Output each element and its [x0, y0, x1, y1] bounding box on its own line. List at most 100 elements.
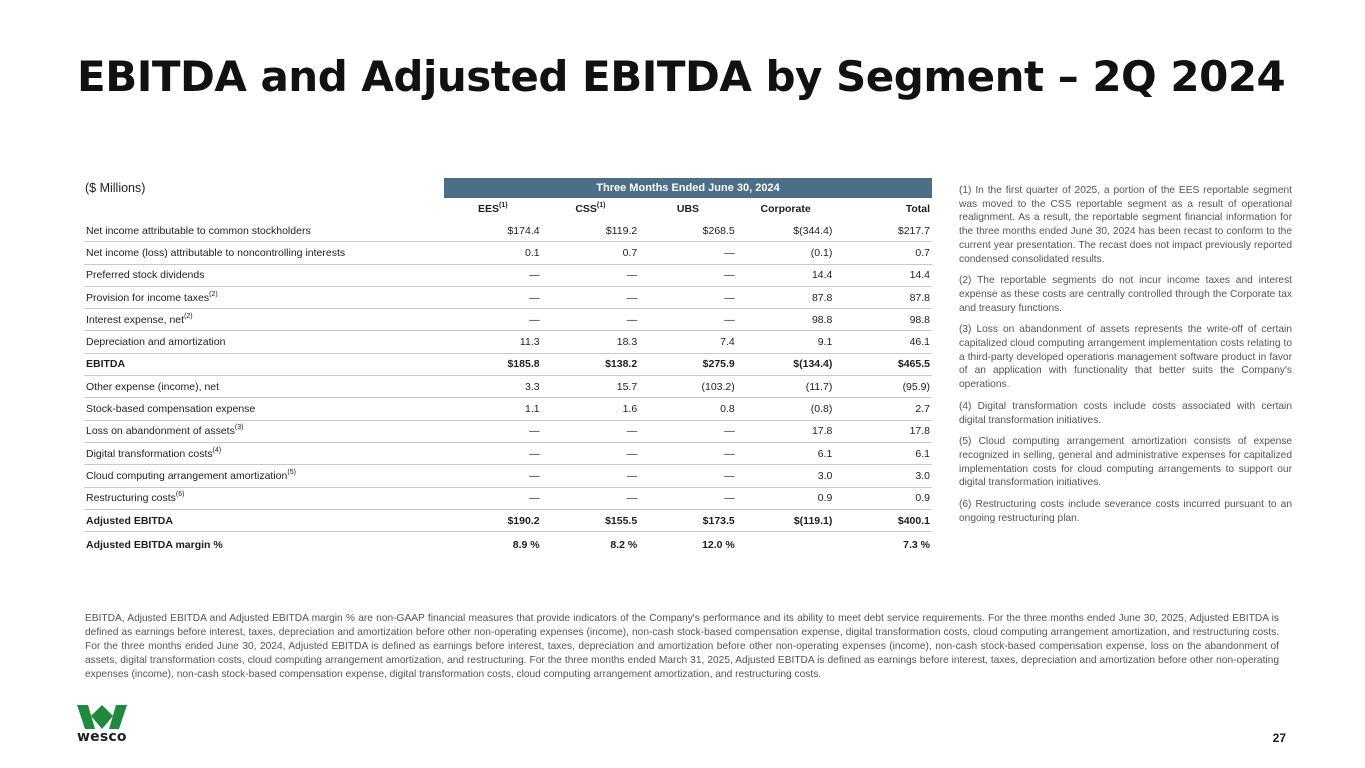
- row-label: Stock-based compensation expense: [86, 403, 256, 416]
- table-row: Stock-based compensation expense 1.1 1.6 0.…: [84, 397, 932, 421]
- table-row: Interest expense, net(2) — — —98.8 98.8: [84, 308, 932, 332]
- row-label: Depreciation and amortization: [86, 336, 226, 349]
- value-cell: $465.5: [834, 352, 932, 377]
- value-cell: 8.2 %: [610, 539, 638, 552]
- units-label-cell: ($ Millions): [84, 178, 444, 198]
- row-label: Adjusted EBITDA: [86, 514, 173, 527]
- value-cell: —: [541, 308, 640, 332]
- logo-mark-right-wing: [109, 705, 127, 729]
- value-cell: 0.1: [444, 241, 542, 265]
- value-cell: [737, 532, 835, 559]
- table-row: Depreciation and amortization 11.3 18.3 7.4…: [84, 330, 932, 354]
- value-cell: —: [444, 420, 542, 443]
- value-cell: 0.7: [834, 241, 932, 265]
- ebitda-table-container: ($ Millions) Three Months Ended June 30,…: [84, 178, 932, 558]
- value-cell: —: [639, 442, 737, 466]
- value-cell: 0.7: [541, 241, 640, 265]
- row-label: Digital transformation costs: [86, 447, 213, 460]
- value-cell: —: [444, 264, 542, 287]
- value-cell: —: [639, 286, 737, 310]
- value-cell: 6.1: [834, 442, 932, 466]
- value-cell: (95.9): [834, 375, 932, 399]
- value-cell: —: [541, 264, 640, 287]
- value-cell: 87.8: [834, 286, 932, 310]
- period-header: Three Months Ended June 30, 2024: [444, 178, 932, 198]
- row-label: Net income attributable to common stockh…: [86, 224, 311, 237]
- non-gaap-footnote: EBITDA, Adjusted EBITDA and Adjusted EBI…: [85, 613, 1279, 681]
- value-cell: —: [541, 420, 640, 443]
- value-cell: $268.5: [639, 220, 737, 243]
- column-header-footnote-ref: (1): [596, 202, 606, 209]
- table-row: Net income attributable to common stockh…: [84, 220, 932, 243]
- value-cell: 1.1: [444, 397, 542, 421]
- row-label-cell: Preferred stock dividends: [84, 264, 444, 287]
- value-cell: 0.9: [834, 487, 932, 510]
- value-cell: —: [541, 464, 640, 488]
- row-footnote-ref: (3): [234, 424, 244, 432]
- value-cell: 8.9 %: [512, 539, 540, 552]
- column-header-label: UBS: [676, 203, 700, 215]
- value-cell: 1.6: [541, 397, 640, 421]
- value-cell: —: [639, 487, 737, 510]
- value-cell: 6.1: [736, 442, 835, 466]
- value-cell: $275.9: [639, 352, 737, 377]
- value-cell: $185.8: [444, 352, 542, 377]
- value-cell: —: [639, 464, 737, 488]
- row-footnote-ref: (6): [175, 491, 185, 499]
- column-header-label: Corporate: [760, 203, 811, 215]
- row-label: Interest expense, net: [86, 313, 185, 326]
- value-cell: (0.8): [736, 397, 835, 421]
- table-row: Net income (loss) attributable to noncon…: [84, 241, 932, 265]
- row-label-cell: Digital transformation costs(4): [84, 442, 444, 466]
- footnote-item: (6) Restructuring costs include severanc…: [959, 499, 1292, 524]
- row-label: Other expense (income), net: [86, 380, 220, 393]
- row-label-cell: Net income attributable to common stockh…: [84, 220, 444, 243]
- value-cell: —: [444, 308, 542, 332]
- value-cell: 3.3: [444, 375, 542, 399]
- row-label-cell: Adjusted EBITDA margin %: [84, 532, 444, 559]
- row-label: Loss on abandonment of assets: [86, 425, 235, 438]
- value-cell: 3.0: [736, 464, 835, 488]
- column-header: CSS(1): [542, 198, 640, 220]
- row-footnote-ref: (4): [212, 446, 222, 454]
- value-cell: $(134.4): [736, 352, 835, 377]
- table-row: Provision for income taxes(2) — — —87.8 87.8: [84, 286, 932, 310]
- value-cell: 0.9: [736, 487, 835, 510]
- value-cell: —: [639, 420, 737, 443]
- table-row: Adjusted EBITDA margin % 8.9 % 8.2 % 12.0 %…: [84, 532, 932, 559]
- column-header-footnote-ref: (1): [499, 202, 508, 209]
- column-header-label: EES: [478, 203, 500, 215]
- table-row: Preferred stock dividends — — —14.4 14.4: [84, 264, 932, 287]
- logo-mark-left-wing: [77, 705, 95, 729]
- row-label: Net income (loss) attributable to noncon…: [86, 246, 346, 259]
- value-cell: (103.2): [639, 375, 737, 399]
- footnote-item: (5) Cloud computing arrangement amortiza…: [959, 436, 1292, 489]
- value-cell: —: [541, 286, 640, 310]
- value-cell: (0.1): [736, 241, 835, 265]
- value-cell: 7.3 %: [903, 539, 930, 552]
- row-footnote-ref: (2): [209, 290, 218, 298]
- value-cell: (11.7): [736, 375, 835, 399]
- column-header-row: EES(1) CSS(1) UBS Corporate Total: [84, 198, 932, 220]
- value-cell: —: [639, 308, 737, 332]
- row-label-cell: Other expense (income), net: [84, 375, 444, 399]
- column-header-label: CSS: [575, 203, 597, 215]
- value-cell: —: [444, 286, 542, 310]
- value-cell: —: [444, 464, 542, 488]
- value-cell: 12.0 %: [702, 539, 735, 552]
- footnote-item: (2) The reportable segments do not incur…: [959, 275, 1292, 314]
- value-cell: $174.4: [444, 220, 542, 243]
- column-header-label: Total: [905, 203, 930, 215]
- value-cell: —: [541, 442, 640, 466]
- value-cell: $173.5: [639, 508, 737, 533]
- value-cell: 17.8: [834, 420, 932, 443]
- value-cell: $119.2: [541, 220, 640, 243]
- table-row: Digital transformation costs(4) — — —6.1 6.1: [84, 442, 932, 466]
- row-label-cell: Interest expense, net(2): [84, 308, 444, 332]
- value-cell: 14.4: [834, 264, 932, 287]
- wesco-logo-text: wesco: [77, 729, 127, 745]
- table-row: Loss on abandonment of assets(3) — — —17.8 1…: [84, 420, 932, 443]
- units-label: ($ Millions): [85, 181, 146, 195]
- row-label: EBITDA: [86, 358, 126, 371]
- value-cell: $138.2: [541, 352, 640, 377]
